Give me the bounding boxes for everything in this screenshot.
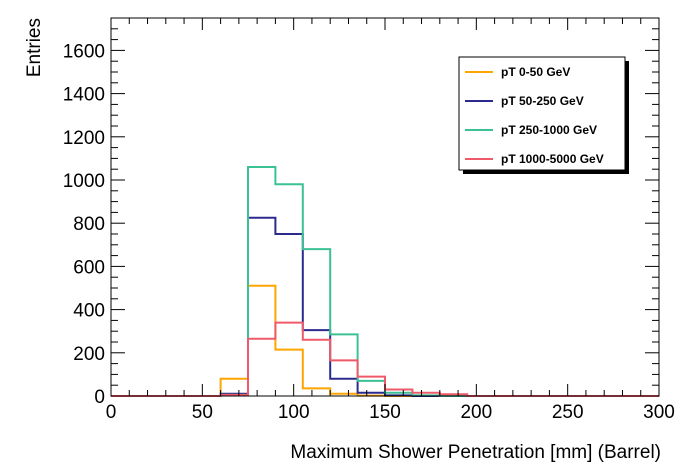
axis-tick-labels: 0 50 100 150 200 250 300 0 200 400 600 800 1000 1200 1…: [63, 41, 675, 423]
x-tick-label: 300: [643, 402, 675, 423]
x-tick-label: 150: [369, 402, 401, 423]
legend-label-4: pT 1000-5000 GeV: [501, 152, 604, 166]
legend: pT 0-50 GeV pT 50-250 GeV pT 250-1000 GeV p…: [458, 56, 629, 174]
y-tick-label: 1200: [63, 128, 105, 149]
y-tick-label: 400: [73, 301, 105, 322]
legend-box: [458, 56, 626, 171]
legend-label-1: pT 0-50 GeV: [501, 65, 570, 79]
x-tick-label: 0: [106, 402, 117, 423]
x-tick-label: 100: [278, 402, 310, 423]
y-tick-label: 200: [73, 344, 105, 365]
x-tick-label: 250: [552, 402, 584, 423]
y-tick-label: 800: [73, 214, 105, 235]
legend-label-3: pT 250-1000 GeV: [501, 123, 597, 137]
legend-label-2: pT 50-250 GeV: [501, 94, 584, 108]
y-tick-label: 600: [73, 257, 105, 278]
x-axis-title: Maximum Shower Penetration [mm] (Barrel): [290, 442, 661, 463]
y-axis-title: Entries: [24, 18, 45, 77]
y-tick-label: 1600: [63, 41, 105, 62]
y-tick-label: 0: [94, 387, 105, 408]
x-tick-label: 50: [192, 402, 213, 423]
x-tick-label: 200: [460, 402, 492, 423]
legend-entries: pT 0-50 GeV pT 50-250 GeV pT 250-1000 GeV p…: [465, 65, 604, 166]
axis-ticks: [110, 17, 660, 397]
y-tick-label: 1400: [63, 85, 105, 106]
y-tick-label: 1000: [63, 171, 105, 192]
